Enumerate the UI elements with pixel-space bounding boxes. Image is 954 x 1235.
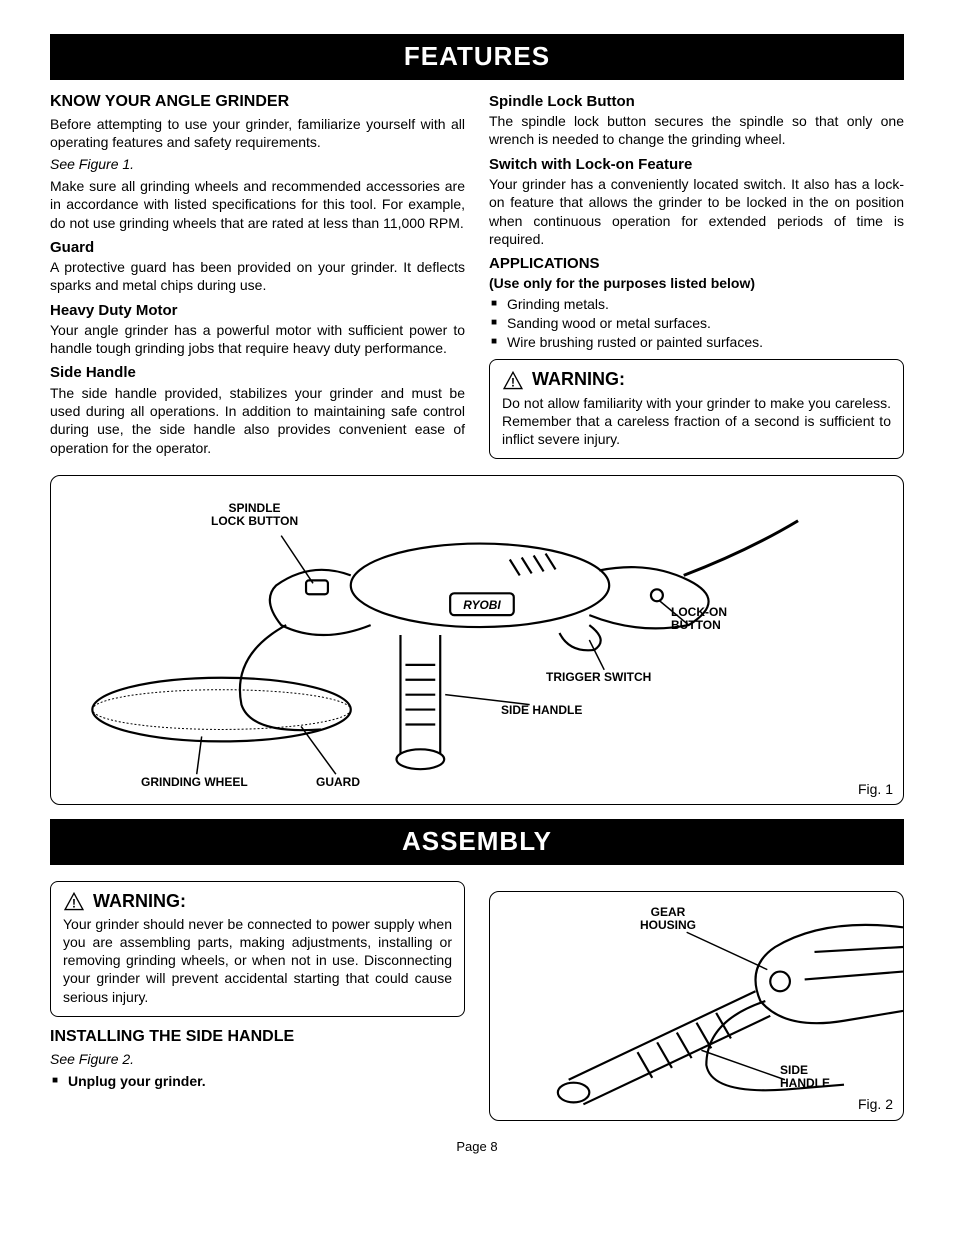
assembly-banner: ASSEMBLY xyxy=(50,819,904,865)
assembly-right: GEARHOUSING SIDEHANDLE Fig. 2 xyxy=(489,877,904,1121)
heading-spindle: Spindle Lock Button xyxy=(489,92,904,112)
applications-list: Grinding metals. Sanding wood or metal s… xyxy=(489,295,904,352)
para-guard: A protective guard has been provided on … xyxy=(50,258,465,294)
warning-title: WARNING: xyxy=(93,890,186,913)
applications-sub: (Use only for the purposes listed below) xyxy=(489,274,904,292)
install-steps: Unplug your grinder. xyxy=(50,1072,465,1090)
heading-applications: APPLICATIONS xyxy=(489,254,904,274)
list-item: Wire brushing rusted or painted surfaces… xyxy=(489,333,904,351)
label-side2: SIDEHANDLE xyxy=(780,1064,830,1090)
right-column: Spindle Lock Button The spindle lock but… xyxy=(489,92,904,461)
warning-icon: ! xyxy=(63,891,85,911)
warning-title: WARNING: xyxy=(532,368,625,391)
figure-1: RYOBI SPINDLELOCK BUTTON LOCK-ONBUTTON T… xyxy=(50,475,904,805)
heading-guard: Guard xyxy=(50,238,465,258)
para-switch: Your grinder has a conveniently located … xyxy=(489,175,904,248)
para-intro: Before attempting to use your grinder, f… xyxy=(50,115,465,151)
label-lockon: LOCK-ONBUTTON xyxy=(671,606,727,632)
warning-text: Do not allow familiarity with your grind… xyxy=(502,394,891,449)
para-spindle: The spindle lock button secures the spin… xyxy=(489,112,904,148)
list-item: Grinding metals. xyxy=(489,295,904,313)
svg-text:!: ! xyxy=(511,375,515,389)
label-gear: GEARHOUSING xyxy=(640,906,696,932)
label-guard: GUARD xyxy=(316,776,360,789)
features-columns: KNOW YOUR ANGLE GRINDER Before attemptin… xyxy=(50,92,904,461)
page-number: Page 8 xyxy=(50,1139,904,1156)
fig1-caption: Fig. 1 xyxy=(858,780,893,798)
warning-box-assembly: ! WARNING: Your grinder should never be … xyxy=(50,881,465,1017)
fig2-caption: Fig. 2 xyxy=(858,1095,893,1113)
svg-text:!: ! xyxy=(72,897,76,911)
heading-side: Side Handle xyxy=(50,363,465,383)
warning-text: Your grinder should never be connected t… xyxy=(63,915,452,1006)
left-column: KNOW YOUR ANGLE GRINDER Before attemptin… xyxy=(50,92,465,461)
label-wheel: GRINDING WHEEL xyxy=(141,776,248,789)
para-motor: Your angle grinder has a powerful motor … xyxy=(50,321,465,357)
list-item: Unplug your grinder. xyxy=(50,1072,465,1090)
label-sidehandle: SIDE HANDLE xyxy=(501,704,582,717)
fig1-drawing: RYOBI xyxy=(51,476,903,804)
heading-know: KNOW YOUR ANGLE GRINDER xyxy=(50,92,465,113)
heading-switch: Switch with Lock-on Feature xyxy=(489,155,904,175)
features-banner: FEATURES xyxy=(50,34,904,80)
warning-box-features: ! WARNING: Do not allow familiarity with… xyxy=(489,359,904,459)
assembly-columns: ! WARNING: Your grinder should never be … xyxy=(50,877,904,1121)
warning-icon: ! xyxy=(502,370,524,390)
svg-text:RYOBI: RYOBI xyxy=(463,598,501,612)
label-trigger: TRIGGER SWITCH xyxy=(546,671,651,684)
para-spec: Make sure all grinding wheels and recomm… xyxy=(50,177,465,232)
para-side: The side handle provided, stabilizes you… xyxy=(50,384,465,457)
heading-install: INSTALLING THE SIDE HANDLE xyxy=(50,1027,465,1048)
heading-motor: Heavy Duty Motor xyxy=(50,301,465,321)
assembly-left: ! WARNING: Your grinder should never be … xyxy=(50,877,465,1121)
figure-2: GEARHOUSING SIDEHANDLE Fig. 2 xyxy=(489,891,904,1121)
see-fig1: See Figure 1. xyxy=(50,155,465,173)
fig2-drawing xyxy=(490,892,903,1120)
see-fig2: See Figure 2. xyxy=(50,1050,465,1068)
label-spindle: SPINDLELOCK BUTTON xyxy=(211,502,298,528)
list-item: Sanding wood or metal surfaces. xyxy=(489,314,904,332)
